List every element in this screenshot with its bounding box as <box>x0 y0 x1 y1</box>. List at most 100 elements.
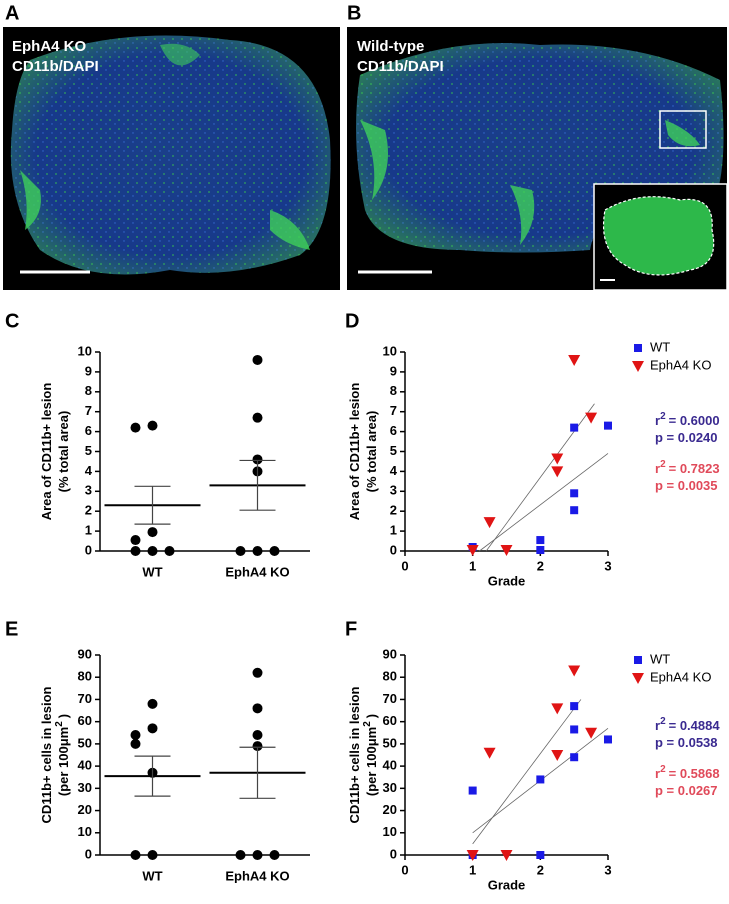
micrograph-b <box>347 27 728 291</box>
y-tick-label: 40 <box>78 758 92 773</box>
y-tick-label: 0 <box>85 846 92 861</box>
micrograph-a <box>3 27 340 290</box>
y-tick-label: 6 <box>85 423 92 438</box>
legend-marker <box>632 673 644 684</box>
legend-marker <box>634 344 642 352</box>
x-axis-label: Grade <box>488 877 526 892</box>
text-part: p = 0.0035 <box>655 478 718 493</box>
x-tick-label: 3 <box>604 862 611 877</box>
data-point <box>551 466 564 478</box>
image-caption: CD11b/DAPI <box>357 58 444 75</box>
data-point <box>536 775 545 784</box>
data-point <box>252 741 263 752</box>
text-part: r <box>655 413 660 428</box>
text-part: = 0.6000 <box>669 413 720 428</box>
y-tick-label: 20 <box>78 802 92 817</box>
data-point <box>570 489 579 498</box>
text-part: Area of CD11b+ lesion <box>39 383 54 521</box>
y-tick-label: 60 <box>383 713 397 728</box>
data-point <box>269 546 280 556</box>
data-point <box>500 850 513 861</box>
y-tick-label: 7 <box>85 403 92 418</box>
panel-label: B <box>347 2 361 24</box>
superscript: 2 <box>660 411 666 422</box>
y-tick-label: 0 <box>390 542 397 557</box>
text-part: p = 0.0240 <box>655 430 718 445</box>
text-part: = 0.5868 <box>669 766 720 781</box>
y-tick-label: 7 <box>390 403 397 418</box>
y-tick-label: 0 <box>85 542 92 557</box>
y-tick-label: 10 <box>78 343 92 358</box>
data-point <box>570 725 579 734</box>
y-tick-label: 80 <box>78 669 92 684</box>
data-point <box>483 747 496 759</box>
superscript: 2 <box>362 721 373 727</box>
text-part: r <box>655 718 660 733</box>
x-tick-label: 0 <box>401 558 408 573</box>
text-part: Area of CD11b+ lesion <box>347 383 362 521</box>
data-point <box>252 850 263 860</box>
data-point <box>147 527 158 538</box>
legend-marker <box>634 656 642 664</box>
fit-line <box>485 403 595 552</box>
y-tick-label: 90 <box>78 646 92 661</box>
data-point <box>252 667 263 678</box>
superscript: 2 <box>660 764 666 775</box>
text-part: ) <box>56 714 71 718</box>
data-point <box>147 850 158 860</box>
x-axis-label: Grade <box>488 573 526 588</box>
y-tick-label: 60 <box>78 713 92 728</box>
data-point <box>466 850 479 861</box>
fit-line <box>472 699 582 845</box>
y-axis-label: (per 100μm2) <box>362 714 379 796</box>
text-part: CD11b+ cells in lesion <box>39 686 54 823</box>
y-tick-label: 20 <box>383 802 397 817</box>
stat-text: r2 = 0.4884 <box>655 716 720 733</box>
data-point <box>466 545 479 557</box>
data-point <box>130 422 141 433</box>
text-part: (per 100μm <box>364 727 379 796</box>
text-part: (% total area) <box>364 411 379 493</box>
data-point <box>252 354 263 365</box>
legend-label: WT <box>650 651 670 666</box>
stat-text: r2 = 0.5868 <box>655 764 720 781</box>
x-tick-label: 2 <box>537 558 544 573</box>
stat-text: r2 = 0.7823 <box>655 459 720 476</box>
data-point <box>536 546 545 555</box>
data-point <box>147 546 158 556</box>
stat-text: p = 0.0267 <box>655 783 718 798</box>
data-point <box>147 723 158 734</box>
text-part: (% total area) <box>56 411 71 493</box>
data-point <box>235 850 246 860</box>
data-point <box>570 506 579 515</box>
y-tick-label: 50 <box>383 735 397 750</box>
text-part: = 0.7823 <box>669 461 720 476</box>
y-tick-label: 40 <box>383 758 397 773</box>
y-tick-label: 1 <box>85 523 92 538</box>
stat-text: r2 = 0.6000 <box>655 411 720 428</box>
panel-label: A <box>5 2 19 24</box>
x-tick-label: 1 <box>469 558 476 573</box>
superscript: 2 <box>660 716 666 727</box>
image-caption: Wild-type <box>357 38 424 55</box>
legend-marker <box>632 361 644 372</box>
data-point <box>235 546 246 556</box>
x-tick-label: 3 <box>604 558 611 573</box>
image-caption: EphA4 KO <box>12 38 87 55</box>
legend-label: WT <box>650 339 670 354</box>
data-point <box>269 850 280 860</box>
stat-text: p = 0.0538 <box>655 735 718 750</box>
data-point <box>483 517 496 529</box>
data-point <box>130 730 141 740</box>
text-part: = 0.4884 <box>669 718 721 733</box>
text-part: (per 100μm <box>56 727 71 796</box>
y-tick-label: 70 <box>383 691 397 706</box>
x-tick-label: EphA4 KO <box>225 868 289 883</box>
y-tick-label: 4 <box>390 463 398 478</box>
stat-text: p = 0.0240 <box>655 430 718 445</box>
y-axis-label: (per 100μm2) <box>54 714 71 796</box>
y-axis-label: CD11b+ cells in lesion <box>39 686 54 823</box>
data-point <box>570 423 579 432</box>
data-point <box>551 750 564 761</box>
